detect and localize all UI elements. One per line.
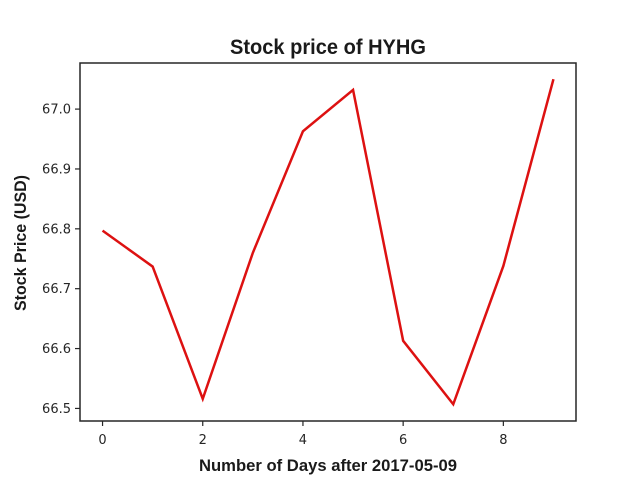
x-tick-label: 6 [399,433,407,448]
plot-area [79,62,577,422]
y-tick-label: 66.8 [42,222,71,237]
y-axis: 66.5 66.6 66.7 66.8 66.9 67.0 [42,103,80,417]
y-tick-label: 66.5 [42,402,71,417]
x-tick-label: 2 [199,433,207,448]
x-tick-label: 0 [98,433,106,448]
y-axis-label: Stock Price (USD) [11,175,30,311]
y-tick-label: 66.9 [42,162,71,177]
series-line [101,78,555,407]
x-axis: 0 2 4 6 8 [98,421,507,448]
x-axis-label: Number of Days after 2017-05-09 [199,456,457,475]
x-tick-label: 8 [499,433,507,448]
x-tick-label: 4 [299,433,307,448]
y-tick-label: 66.6 [42,342,71,357]
y-tick-label: 67.0 [42,103,71,118]
chart-title: Stock price of HYHG [230,36,426,59]
y-tick-label: 66.7 [42,282,71,297]
